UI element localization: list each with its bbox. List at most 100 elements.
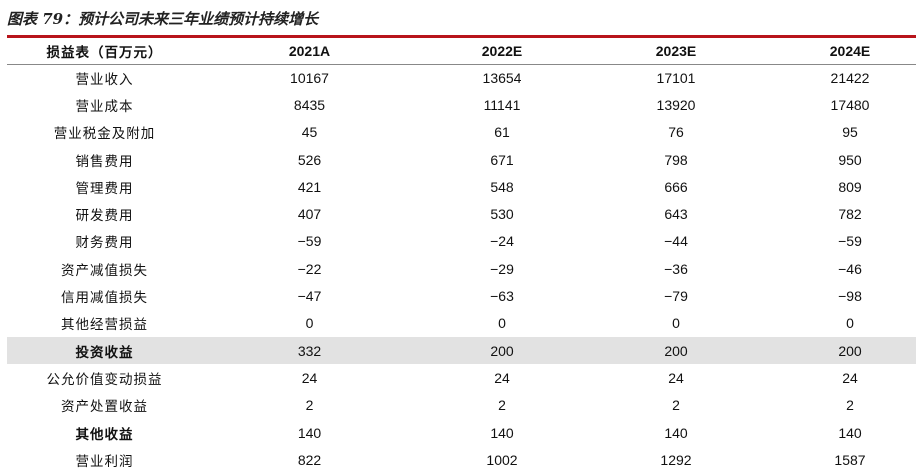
row-value-2021a: 0 (305, 315, 314, 332)
row-label: 资产处置收益 (61, 399, 148, 416)
row-value-2021a: 45 (301, 124, 318, 141)
row-label: 公允价值变动损益 (46, 371, 163, 388)
row-label: 研发费用 (75, 208, 134, 225)
row-value-2021a: 332 (297, 342, 322, 359)
row-value-2023e: 17101 (656, 69, 696, 86)
table-row: 营业成本 8435 11141 13920 17480 (7, 91, 916, 118)
table-row: 其他收益 140 140 140 140 (7, 419, 916, 446)
row-label: 营业税金及附加 (53, 126, 156, 143)
row-value-2023e: −44 (664, 233, 688, 250)
table-row: 管理费用 421 548 666 809 (7, 173, 916, 200)
row-value-2021a: 526 (297, 151, 322, 168)
header-divider (7, 64, 916, 65)
row-value-2023e: 0 (672, 315, 680, 332)
row-value-2022e: 13654 (482, 69, 522, 86)
table-row: 营业利润 822 1002 1292 1587 (7, 446, 916, 473)
row-value-2023e: 200 (664, 342, 688, 359)
row-value-2022e: −24 (490, 233, 514, 250)
table-row: 财务费用 −59 −24 −44 −59 (7, 228, 916, 255)
table-header-row: 损益表（百万元） 2021A 2022E 2023E 2024E (7, 38, 916, 65)
table-row: 资产处置收益 2 2 2 2 (7, 392, 916, 419)
row-value-2023e: 643 (664, 206, 688, 223)
row-value-2024e: 0 (846, 315, 854, 332)
row-value-2022e: 530 (490, 206, 514, 223)
header-2022e: 2022E (481, 43, 523, 59)
table-row: 销售费用 526 671 798 950 (7, 146, 916, 173)
row-value-2022e: 671 (490, 151, 514, 168)
table-body: 营业收入 10167 13654 17101 21422 营业成本 8435 11141 139… (7, 64, 916, 473)
caption-rule (7, 35, 916, 38)
table-row: 信用减值损失 −47 −63 −79 −98 (7, 282, 916, 309)
header-2021a: 2021A (288, 43, 331, 59)
row-value-2021a: 140 (297, 424, 322, 441)
row-value-2023e: 2 (672, 397, 680, 414)
row-value-2022e: 61 (494, 124, 510, 141)
row-value-2024e: −98 (838, 288, 862, 305)
row-value-2021a: −47 (297, 288, 322, 305)
row-value-2023e: 24 (668, 369, 684, 386)
table-row: 公允价值变动损益 24 24 24 24 (7, 364, 916, 391)
row-value-2021a: 8435 (293, 96, 326, 113)
row-value-2023e: −79 (664, 288, 688, 305)
row-label: 营业利润 (75, 453, 134, 470)
row-value-2022e: 24 (494, 369, 510, 386)
row-label: 投资收益 (75, 344, 134, 361)
row-value-2021a: 24 (301, 369, 318, 386)
row-label: 营业收入 (75, 71, 134, 88)
row-value-2023e: 1292 (660, 451, 692, 468)
header-2024e: 2024E (829, 43, 871, 59)
row-label: 其他收益 (75, 426, 134, 443)
row-value-2022e: 2 (498, 397, 506, 414)
row-value-2021a: −22 (297, 260, 322, 277)
row-value-2024e: −46 (838, 260, 862, 277)
row-label: 销售费用 (75, 153, 134, 170)
figure-caption: 图表 79：预计公司未来三年业绩预计持续增长 (7, 10, 319, 28)
row-value-2024e: 782 (838, 206, 862, 223)
row-value-2022e: −29 (490, 260, 514, 277)
row-label: 信用减值损失 (61, 290, 148, 307)
row-value-2023e: 13920 (656, 96, 696, 113)
row-value-2023e: 798 (664, 151, 688, 168)
row-value-2024e: 95 (842, 124, 858, 141)
row-value-2022e: 200 (490, 342, 514, 359)
row-label: 营业成本 (75, 98, 134, 115)
row-value-2024e: −59 (838, 233, 862, 250)
row-value-2024e: 24 (842, 369, 858, 386)
row-value-2022e: −63 (490, 288, 514, 305)
row-value-2023e: 666 (664, 178, 688, 195)
row-value-2021a: 2 (305, 397, 314, 414)
row-label: 管理费用 (75, 180, 134, 197)
table-row: 营业税金及附加 45 61 76 95 (7, 119, 916, 146)
row-value-2024e: 950 (838, 151, 862, 168)
header-label: 损益表（百万元） (46, 45, 163, 61)
row-label: 资产减值损失 (61, 262, 148, 279)
row-value-2024e: 1587 (834, 451, 866, 468)
table-row: 营业收入 10167 13654 17101 21422 (7, 64, 916, 91)
table-row: 研发费用 407 530 643 782 (7, 200, 916, 227)
row-value-2022e: 548 (490, 178, 514, 195)
row-value-2021a: 421 (297, 178, 322, 195)
table-row: 资产减值损失 −22 −29 −36 −46 (7, 255, 916, 282)
row-value-2022e: 11141 (483, 96, 521, 113)
row-label: 其他经营损益 (61, 317, 148, 334)
row-value-2024e: 140 (838, 424, 862, 441)
row-label: 财务费用 (75, 235, 134, 252)
row-value-2024e: 809 (838, 178, 862, 195)
row-value-2021a: 407 (297, 206, 322, 223)
row-value-2022e: 0 (498, 315, 506, 332)
row-value-2024e: 200 (838, 342, 862, 359)
row-value-2021a: −59 (297, 233, 322, 250)
row-value-2024e: 2 (846, 397, 854, 414)
row-value-2023e: 76 (668, 124, 684, 141)
row-value-2022e: 1002 (486, 451, 518, 468)
row-value-2021a: 822 (297, 451, 322, 468)
row-value-2024e: 21422 (830, 69, 870, 86)
table-row: 投资收益 332 200 200 200 (7, 336, 916, 365)
table-row: 其他经营损益 0 0 0 0 (7, 310, 916, 337)
row-value-2023e: −36 (664, 260, 688, 277)
row-value-2021a: 10167 (290, 69, 329, 86)
row-value-2024e: 17480 (830, 96, 870, 113)
row-value-2023e: 140 (664, 424, 688, 441)
row-value-2022e: 140 (490, 424, 514, 441)
header-2023e: 2023E (655, 43, 697, 59)
